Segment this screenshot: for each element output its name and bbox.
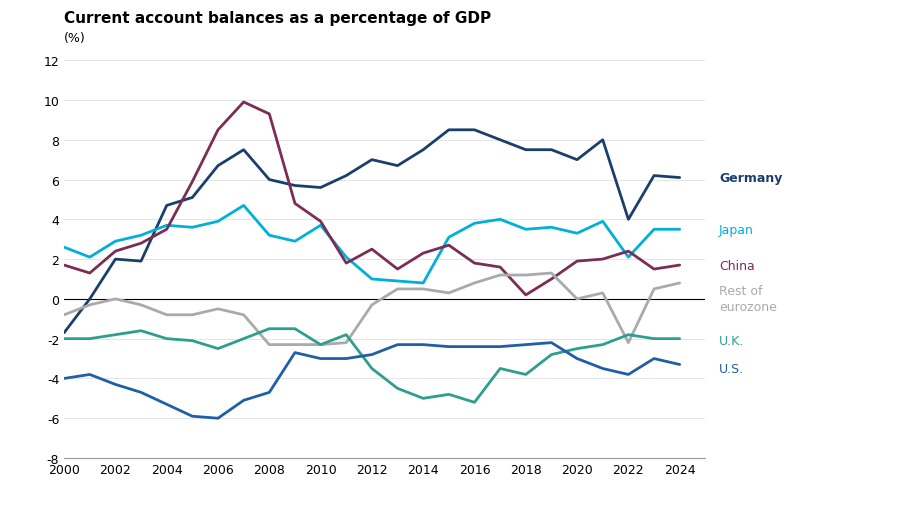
Text: Japan: Japan bbox=[719, 223, 754, 236]
Text: (%): (%) bbox=[64, 32, 86, 45]
Text: U.S.: U.S. bbox=[719, 362, 744, 375]
Text: U.K.: U.K. bbox=[719, 334, 745, 348]
Text: Current account balances as a percentage of GDP: Current account balances as a percentage… bbox=[64, 11, 491, 25]
Text: Germany: Germany bbox=[719, 172, 782, 185]
Text: Rest of
eurozone: Rest of eurozone bbox=[719, 285, 777, 314]
Text: China: China bbox=[719, 259, 755, 272]
